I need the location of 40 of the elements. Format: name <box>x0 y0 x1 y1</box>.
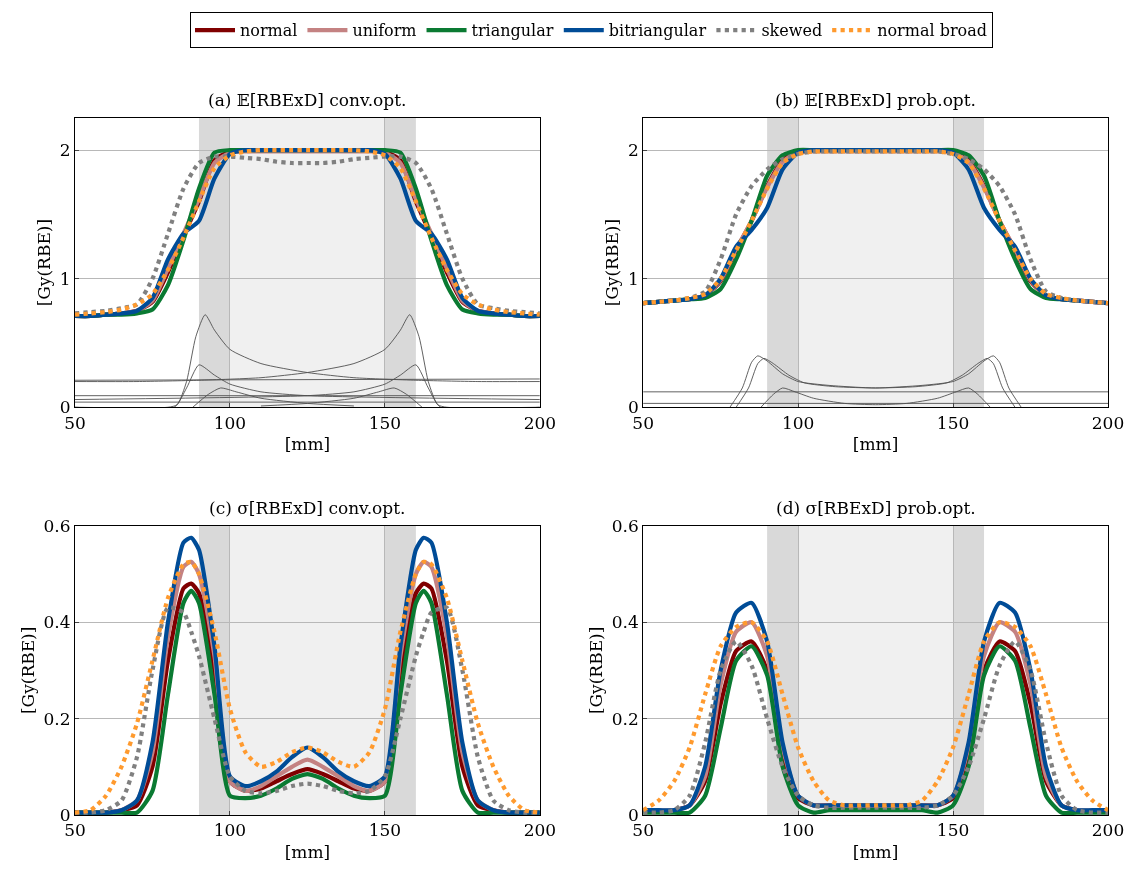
y-axis-title: [Gy(RBE)] <box>602 218 623 307</box>
x-tick-label: 200 <box>1091 820 1125 841</box>
x-tick-label: 200 <box>523 412 557 433</box>
y-axis-title: [Gy(RBE)] <box>18 626 39 715</box>
chart-title: (c) σ[RBExD] conv.opt. <box>209 498 406 518</box>
y-tick-label: 0.2 <box>611 708 639 729</box>
x-tick-label: 150 <box>368 820 402 841</box>
x-tick-label: 150 <box>936 820 970 841</box>
x-tick-label: 100 <box>781 412 815 433</box>
y-tick-label: 0.6 <box>43 515 71 536</box>
x-tick-label: 100 <box>213 820 247 841</box>
y-axis-title: [Gy(RBE)] <box>586 626 607 715</box>
y-tick-label: 1 <box>627 268 639 289</box>
x-tick-label: 200 <box>523 820 557 841</box>
x-axis-title: [mm] <box>852 841 899 862</box>
legend-label: bitriangular <box>608 21 707 41</box>
x-tick-label: 150 <box>368 412 402 433</box>
x-axis-title: [mm] <box>284 841 331 862</box>
chart-title: (d) σ[RBExD] prob.opt. <box>776 498 976 518</box>
y-tick-label: 0.4 <box>43 612 71 633</box>
chart-title: (a) 𝔼[RBExD] conv.opt. <box>208 90 407 110</box>
legend-label: triangular <box>471 21 554 41</box>
x-tick-label: 100 <box>781 820 815 841</box>
y-tick-label: 2 <box>627 140 639 161</box>
x-tick-label: 200 <box>1091 412 1125 433</box>
y-tick-label: 0.6 <box>611 515 639 536</box>
y-tick-label: 1 <box>59 268 71 289</box>
x-axis-title: [mm] <box>852 434 899 455</box>
x-tick-label: 100 <box>213 412 247 433</box>
legend-label: uniform <box>352 21 417 41</box>
x-tick-label: 150 <box>936 412 970 433</box>
chart-title: (b) 𝔼[RBExD] prob.opt. <box>775 90 976 110</box>
legend-label: normal broad <box>877 21 987 41</box>
legend-label: normal <box>240 21 298 41</box>
y-tick-label: 0.4 <box>611 612 639 633</box>
legend-label: skewed <box>761 21 823 41</box>
y-tick-label: 2 <box>59 140 71 161</box>
y-axis-title: [Gy(RBE)] <box>34 218 55 307</box>
x-axis-title: [mm] <box>284 434 331 455</box>
y-tick-label: 0.2 <box>43 708 71 729</box>
